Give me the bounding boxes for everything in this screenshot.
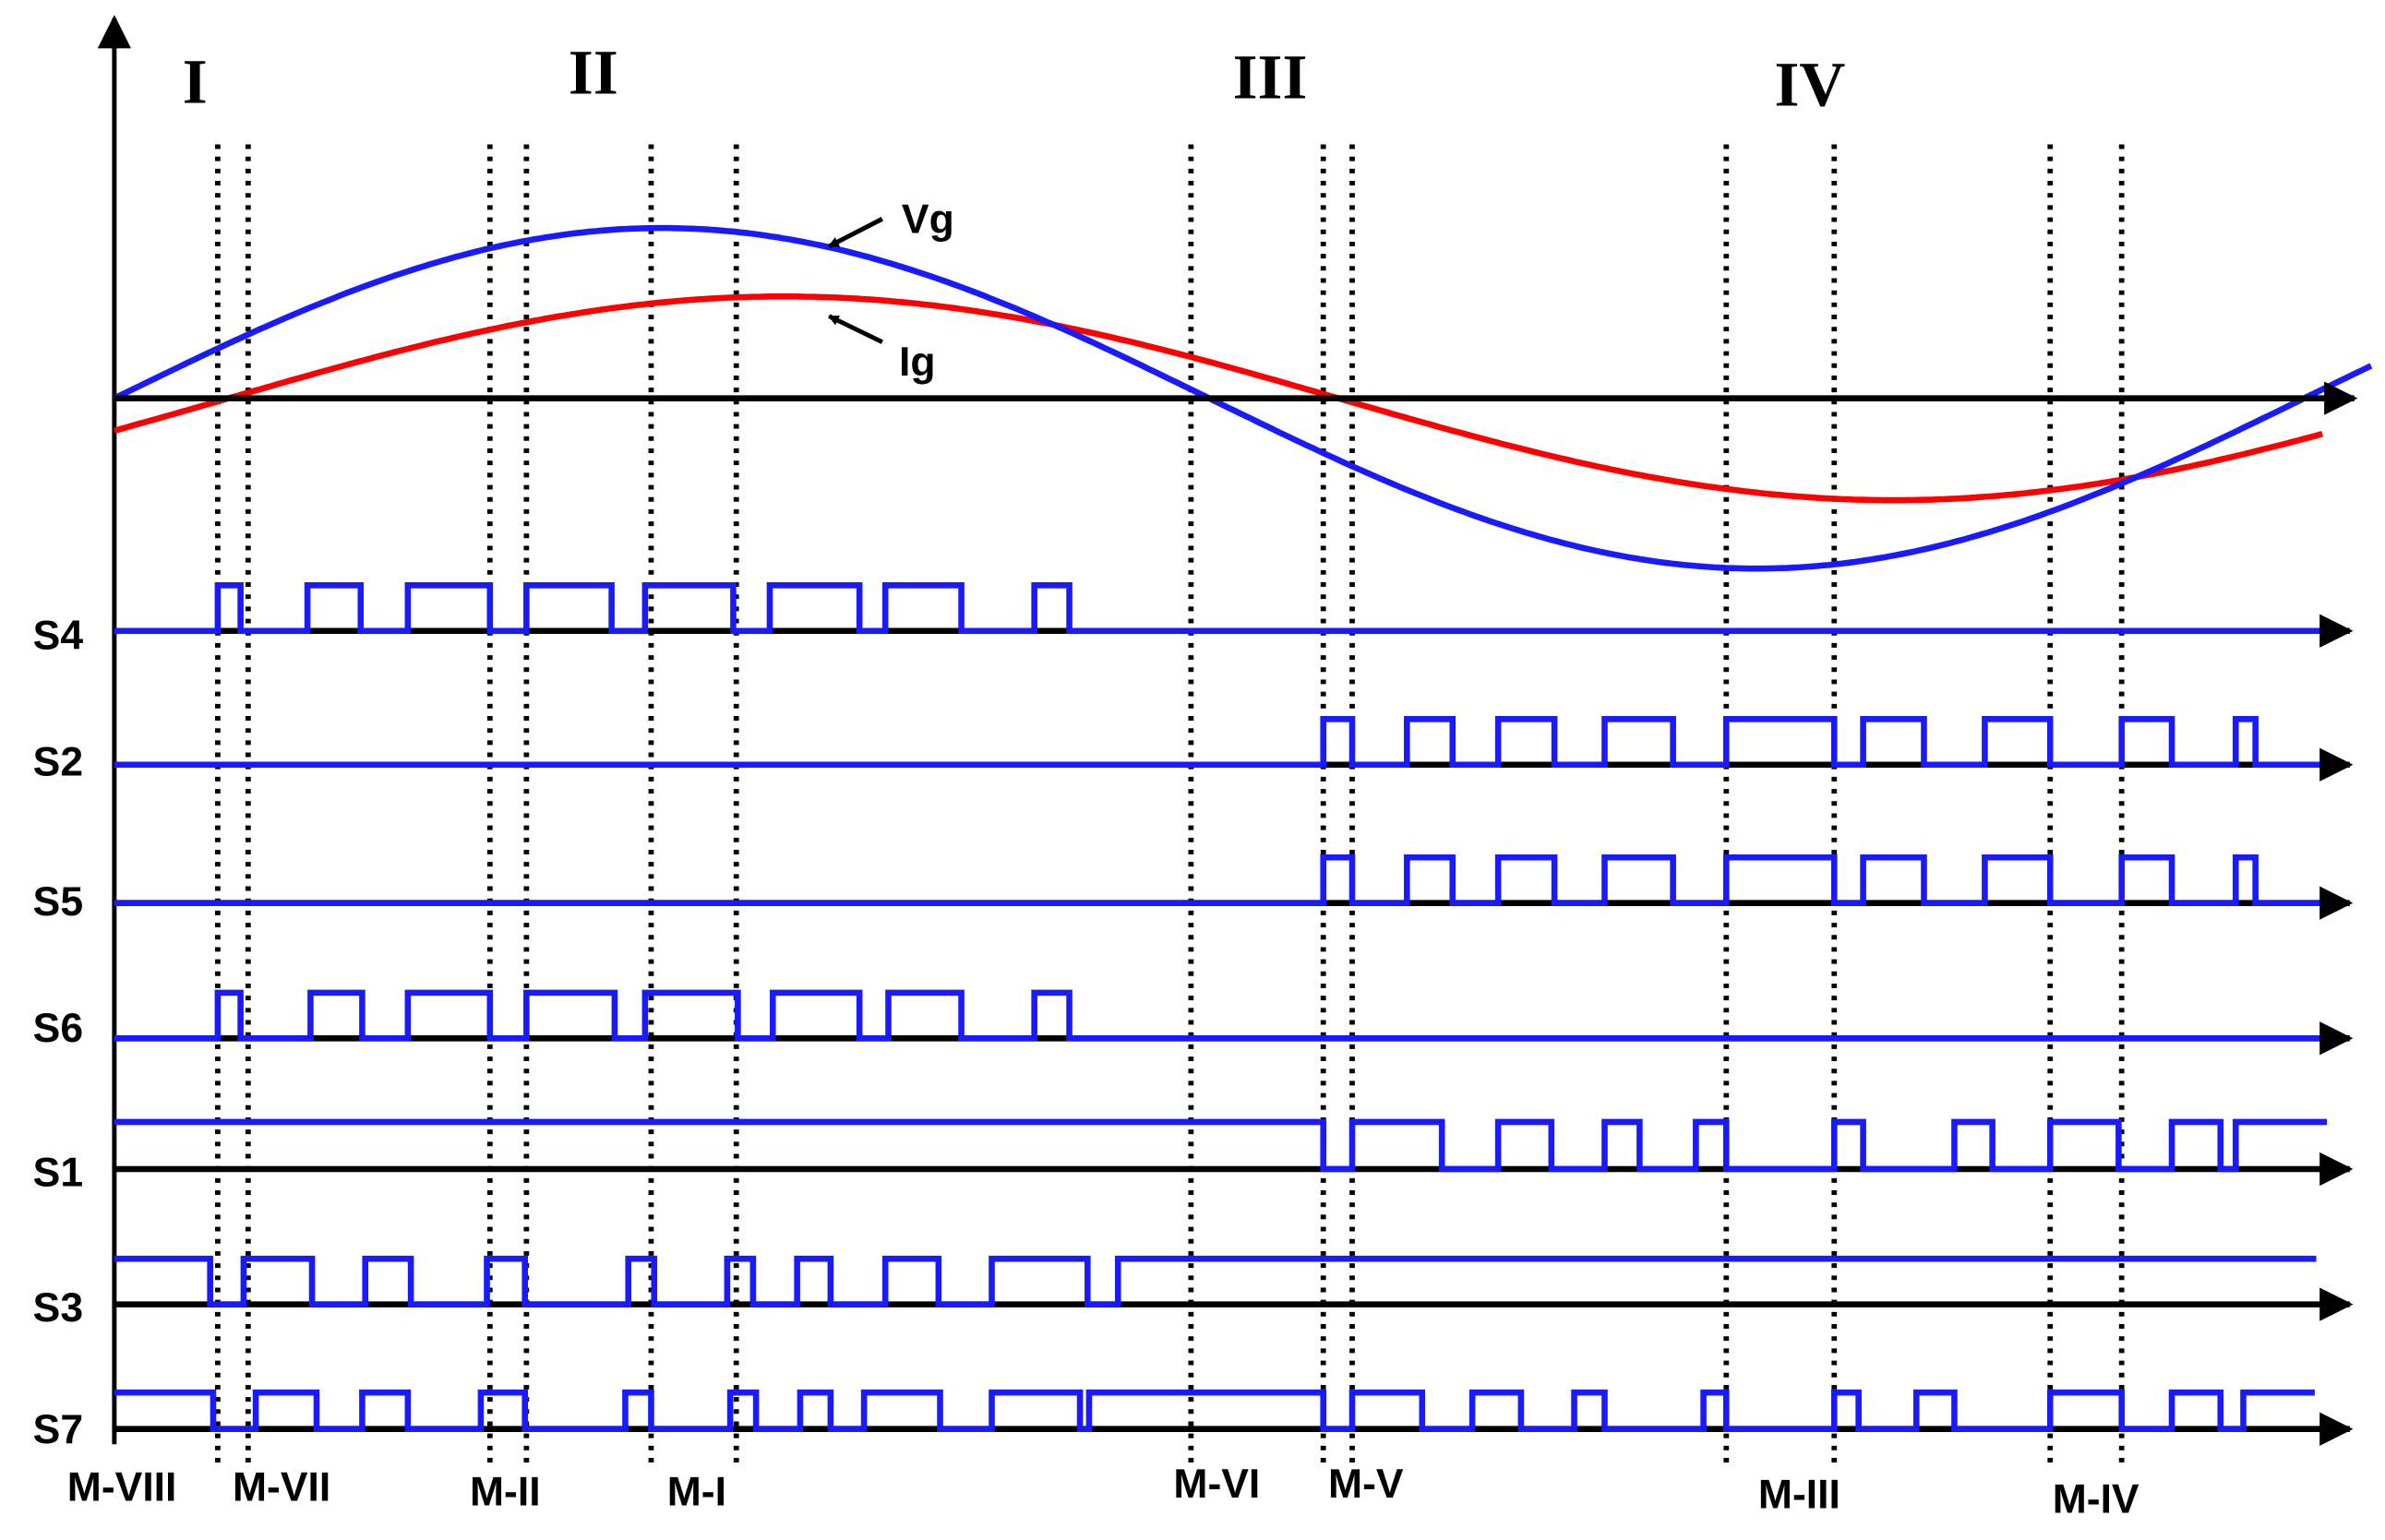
switch-label: S5 [33,879,83,925]
region-label: III [1233,41,1308,112]
mode-label: M-III [1758,1473,1840,1518]
mode-label: M-II [470,1469,541,1514]
ig-label: Ig [899,340,936,385]
switch-waveform [114,716,2319,769]
switch-waveform [114,1389,2315,1433]
vg-label: Vg [902,197,954,242]
switch-waveform [114,989,2319,1042]
region-label: IV [1774,49,1845,120]
vg-curve [113,224,2373,572]
switch-label: S7 [33,1407,83,1452]
mode-label: M-VII [233,1464,330,1510]
region-label: II [569,37,618,108]
mode-label: M-IV [2053,1477,2139,1522]
ig-arrow [828,314,883,344]
mode-label: M-V [1328,1462,1404,1507]
vg-arrow [828,217,884,249]
switch-label: S2 [33,739,83,784]
switch-waveform [114,1255,2317,1307]
mode-label: M-VIII [67,1464,177,1510]
switch-waveform [114,1118,2328,1173]
region-label: I [183,45,208,116]
switch-label: S4 [33,614,84,659]
mode-label: M-I [667,1469,726,1514]
ig-curve [113,292,2324,504]
switch-waveform [114,582,2319,635]
switch-label: S6 [33,1006,83,1051]
switch-label: S1 [33,1150,83,1195]
switch-waveform [114,854,2319,906]
mode-label: M-VI [1173,1462,1260,1507]
switch-label: S3 [33,1285,83,1331]
